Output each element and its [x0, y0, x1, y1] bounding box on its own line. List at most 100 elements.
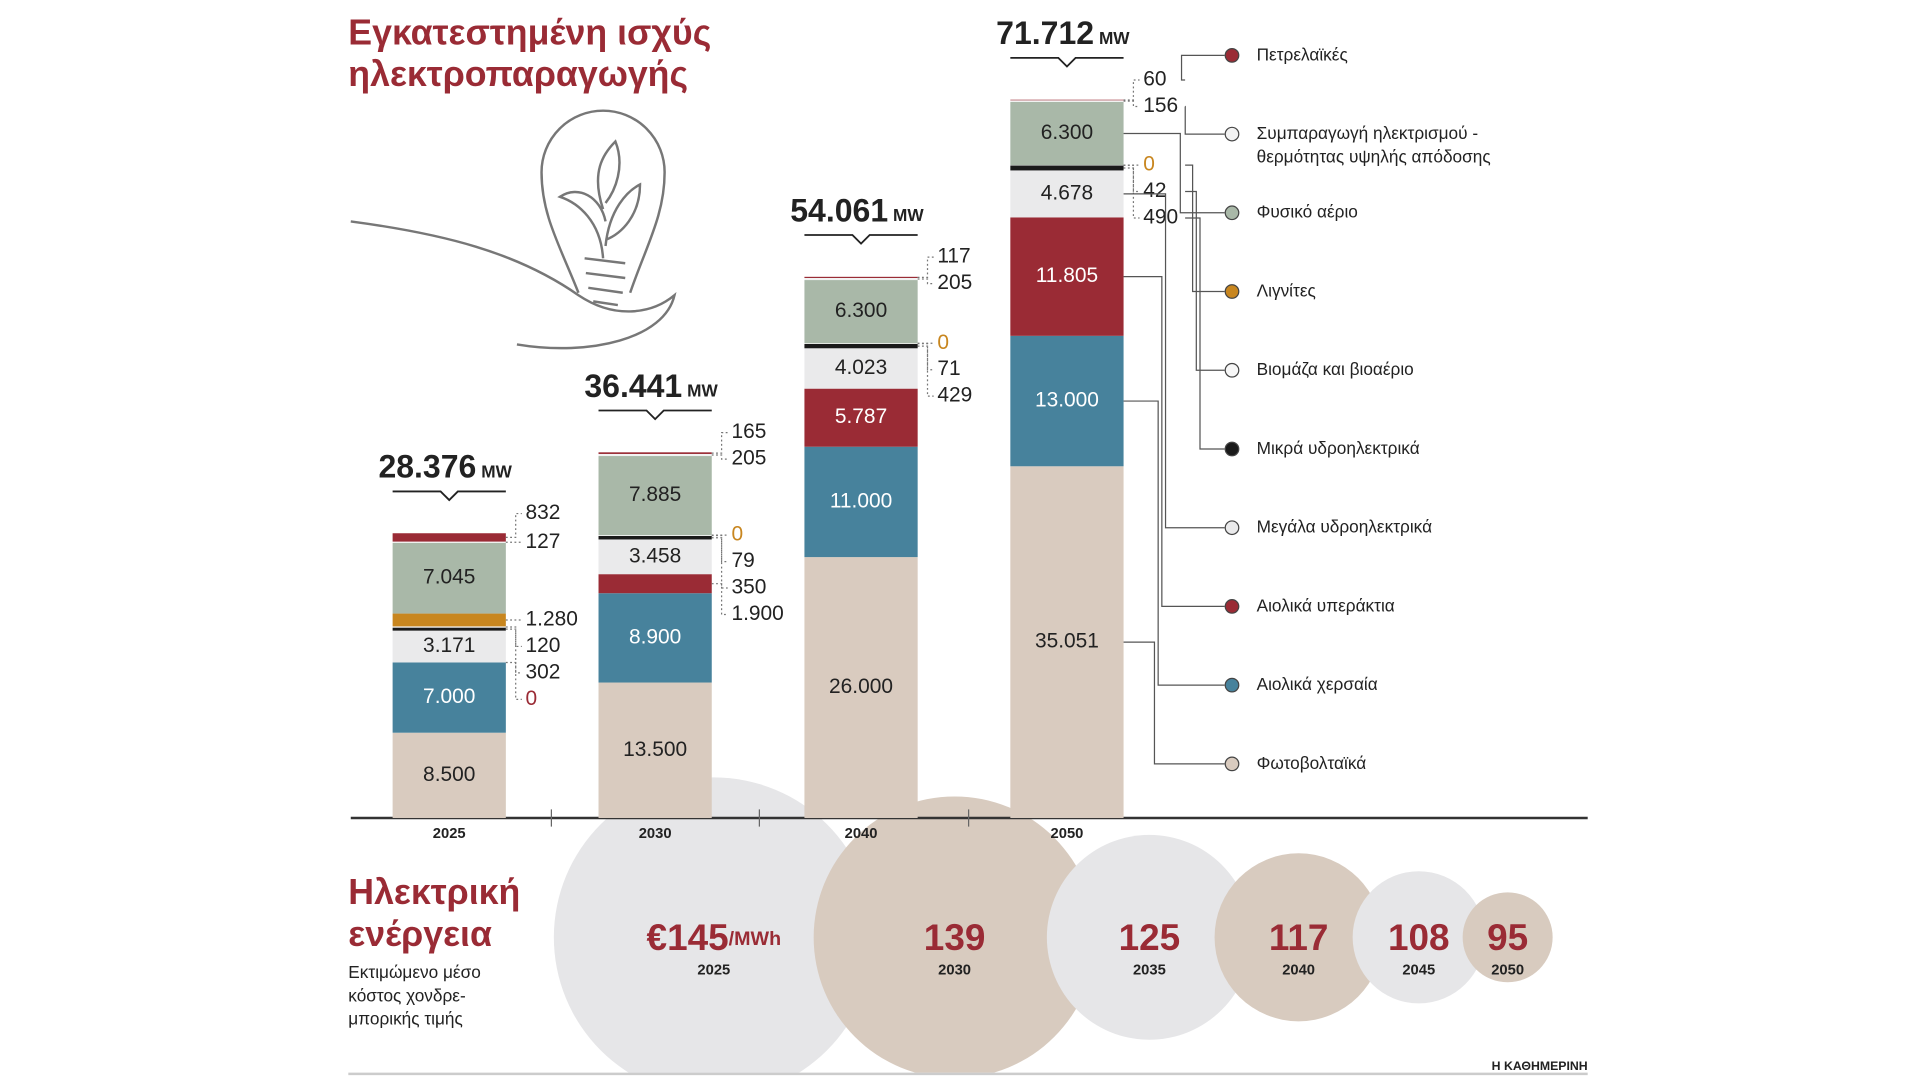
legend-marker: [1224, 362, 1240, 378]
bubble-value: €145: [647, 917, 729, 958]
bulb: [540, 109, 666, 294]
leader-line: [1123, 164, 1140, 193]
x-tick-label: 2050: [1051, 826, 1084, 842]
legend-label: Πετρελαϊκές: [1256, 44, 1348, 64]
value-label: 4.678: [1041, 181, 1093, 204]
leader-line: [917, 278, 934, 285]
bar-segment: [804, 343, 918, 344]
bubble: [813, 796, 1096, 1073]
legend-leader: [1185, 190, 1225, 371]
bubble-label: 95: [1487, 917, 1528, 958]
bubble: [1462, 892, 1553, 983]
bar-segment: [1010, 170, 1124, 218]
source: Η ΚΑΘΗΜΕΡΙΝΗ: [1492, 1059, 1588, 1073]
bar-segment: [804, 388, 918, 447]
hand: [350, 220, 677, 350]
value-label: 7.045: [423, 566, 475, 589]
bar-segment: [1010, 466, 1124, 818]
bubble-label: 117: [1269, 917, 1329, 958]
bubble-year: 2030: [938, 962, 971, 978]
legend-label: Αιολικά υπεράκτια: [1256, 595, 1395, 616]
leader-line: [711, 454, 728, 460]
legend-leader: [1123, 641, 1225, 765]
bar-segment: [804, 446, 918, 558]
value-label: 7.000: [423, 685, 475, 708]
bar-segment: [804, 280, 918, 344]
bar-segment: [804, 343, 918, 349]
total-bracket: [1010, 56, 1124, 68]
total-unit: MW: [687, 381, 718, 401]
leader-line: [711, 537, 728, 589]
legend-leader: [1185, 217, 1225, 450]
legend-leader: [1123, 193, 1225, 529]
legend-marker: [1224, 284, 1240, 299]
value-label: 79: [731, 549, 754, 572]
bar-segment: [392, 626, 506, 628]
bubble-label: 139: [924, 917, 986, 958]
bar-segment: [598, 539, 712, 575]
value-label: 13.000: [1035, 389, 1099, 412]
bubble-year: 2045: [1402, 962, 1435, 978]
bar-segment: [598, 593, 712, 683]
legend-marker: [1224, 205, 1240, 221]
value-label: 1.900: [731, 602, 783, 625]
value-label: 156: [1143, 94, 1178, 117]
value-label: 205: [937, 271, 972, 294]
total-bracket: [392, 490, 506, 502]
bar-segment: [392, 613, 506, 627]
total-unit: MW: [1099, 28, 1130, 48]
value-label: 127: [526, 530, 561, 553]
value-label: 8.500: [423, 763, 475, 786]
leader-line: [505, 661, 522, 700]
legend-leader: [1123, 275, 1225, 608]
legend-label: Αιολικά χερσαία: [1256, 674, 1378, 694]
total-label: 36.441: [584, 368, 682, 404]
value-label: 0: [526, 687, 538, 710]
legend-marker: [1224, 126, 1240, 142]
bar-segment: [598, 452, 712, 454]
legend-marker: [1224, 756, 1240, 772]
bubble-label: 125: [1119, 917, 1181, 958]
bar-segment: [392, 627, 506, 631]
bubble-subtitle: Εκτιμώμενο μέσο: [348, 962, 481, 982]
total-label: 28.376: [378, 449, 476, 485]
legend-leader: [1184, 105, 1225, 135]
bubble-group: €145/MWh 2025 139 2030 125 2035 117 2040 108 2045…: [553, 777, 1553, 1073]
bar-segment: [804, 277, 918, 281]
leader-line: [917, 343, 934, 371]
value-label: 7.885: [629, 483, 681, 506]
total-unit: MW: [481, 462, 512, 482]
legend-leader: [1185, 164, 1225, 293]
bar-segment: [392, 533, 506, 542]
value-label: 26.000: [829, 675, 893, 698]
bar-segment: [804, 557, 918, 818]
value-label: 0: [937, 331, 949, 354]
bar-segment: [1010, 100, 1124, 102]
leader-line: [711, 583, 728, 616]
legend-label: Φωτοβολταϊκά: [1256, 752, 1367, 773]
bubble-label: 108: [1388, 917, 1450, 958]
legend-marker: [1224, 677, 1240, 693]
bar-segment: [598, 574, 712, 594]
value-label: 429: [937, 384, 972, 407]
chart-title: ηλεκτροπαραγωγής: [348, 54, 688, 94]
legend-marker: [1224, 520, 1240, 536]
value-label: 6.300: [1041, 121, 1093, 144]
chart-title: Εγκατεστημένη ισχύς: [348, 12, 711, 52]
legend-label: Βιομάζα και βιοαέριο: [1256, 359, 1414, 379]
x-tick-label: 2025: [433, 826, 466, 842]
bubble: [1046, 834, 1252, 1040]
legend-leader: [1123, 132, 1225, 214]
value-label: 120: [526, 634, 561, 657]
leader-line: [1123, 167, 1140, 219]
coil: [584, 257, 626, 307]
x-tick-label: 2040: [845, 826, 878, 842]
legend-label: Λιγνίτες: [1256, 280, 1316, 301]
bar-segment: [392, 732, 506, 818]
x-tick-label: 2030: [639, 826, 672, 842]
leader-line: [711, 432, 728, 454]
bubble-title: Ηλεκτρική: [348, 872, 520, 912]
legend-label: Συμπαραγωγή ηλεκτρισμού - θερμότητας υψη…: [1256, 123, 1491, 167]
